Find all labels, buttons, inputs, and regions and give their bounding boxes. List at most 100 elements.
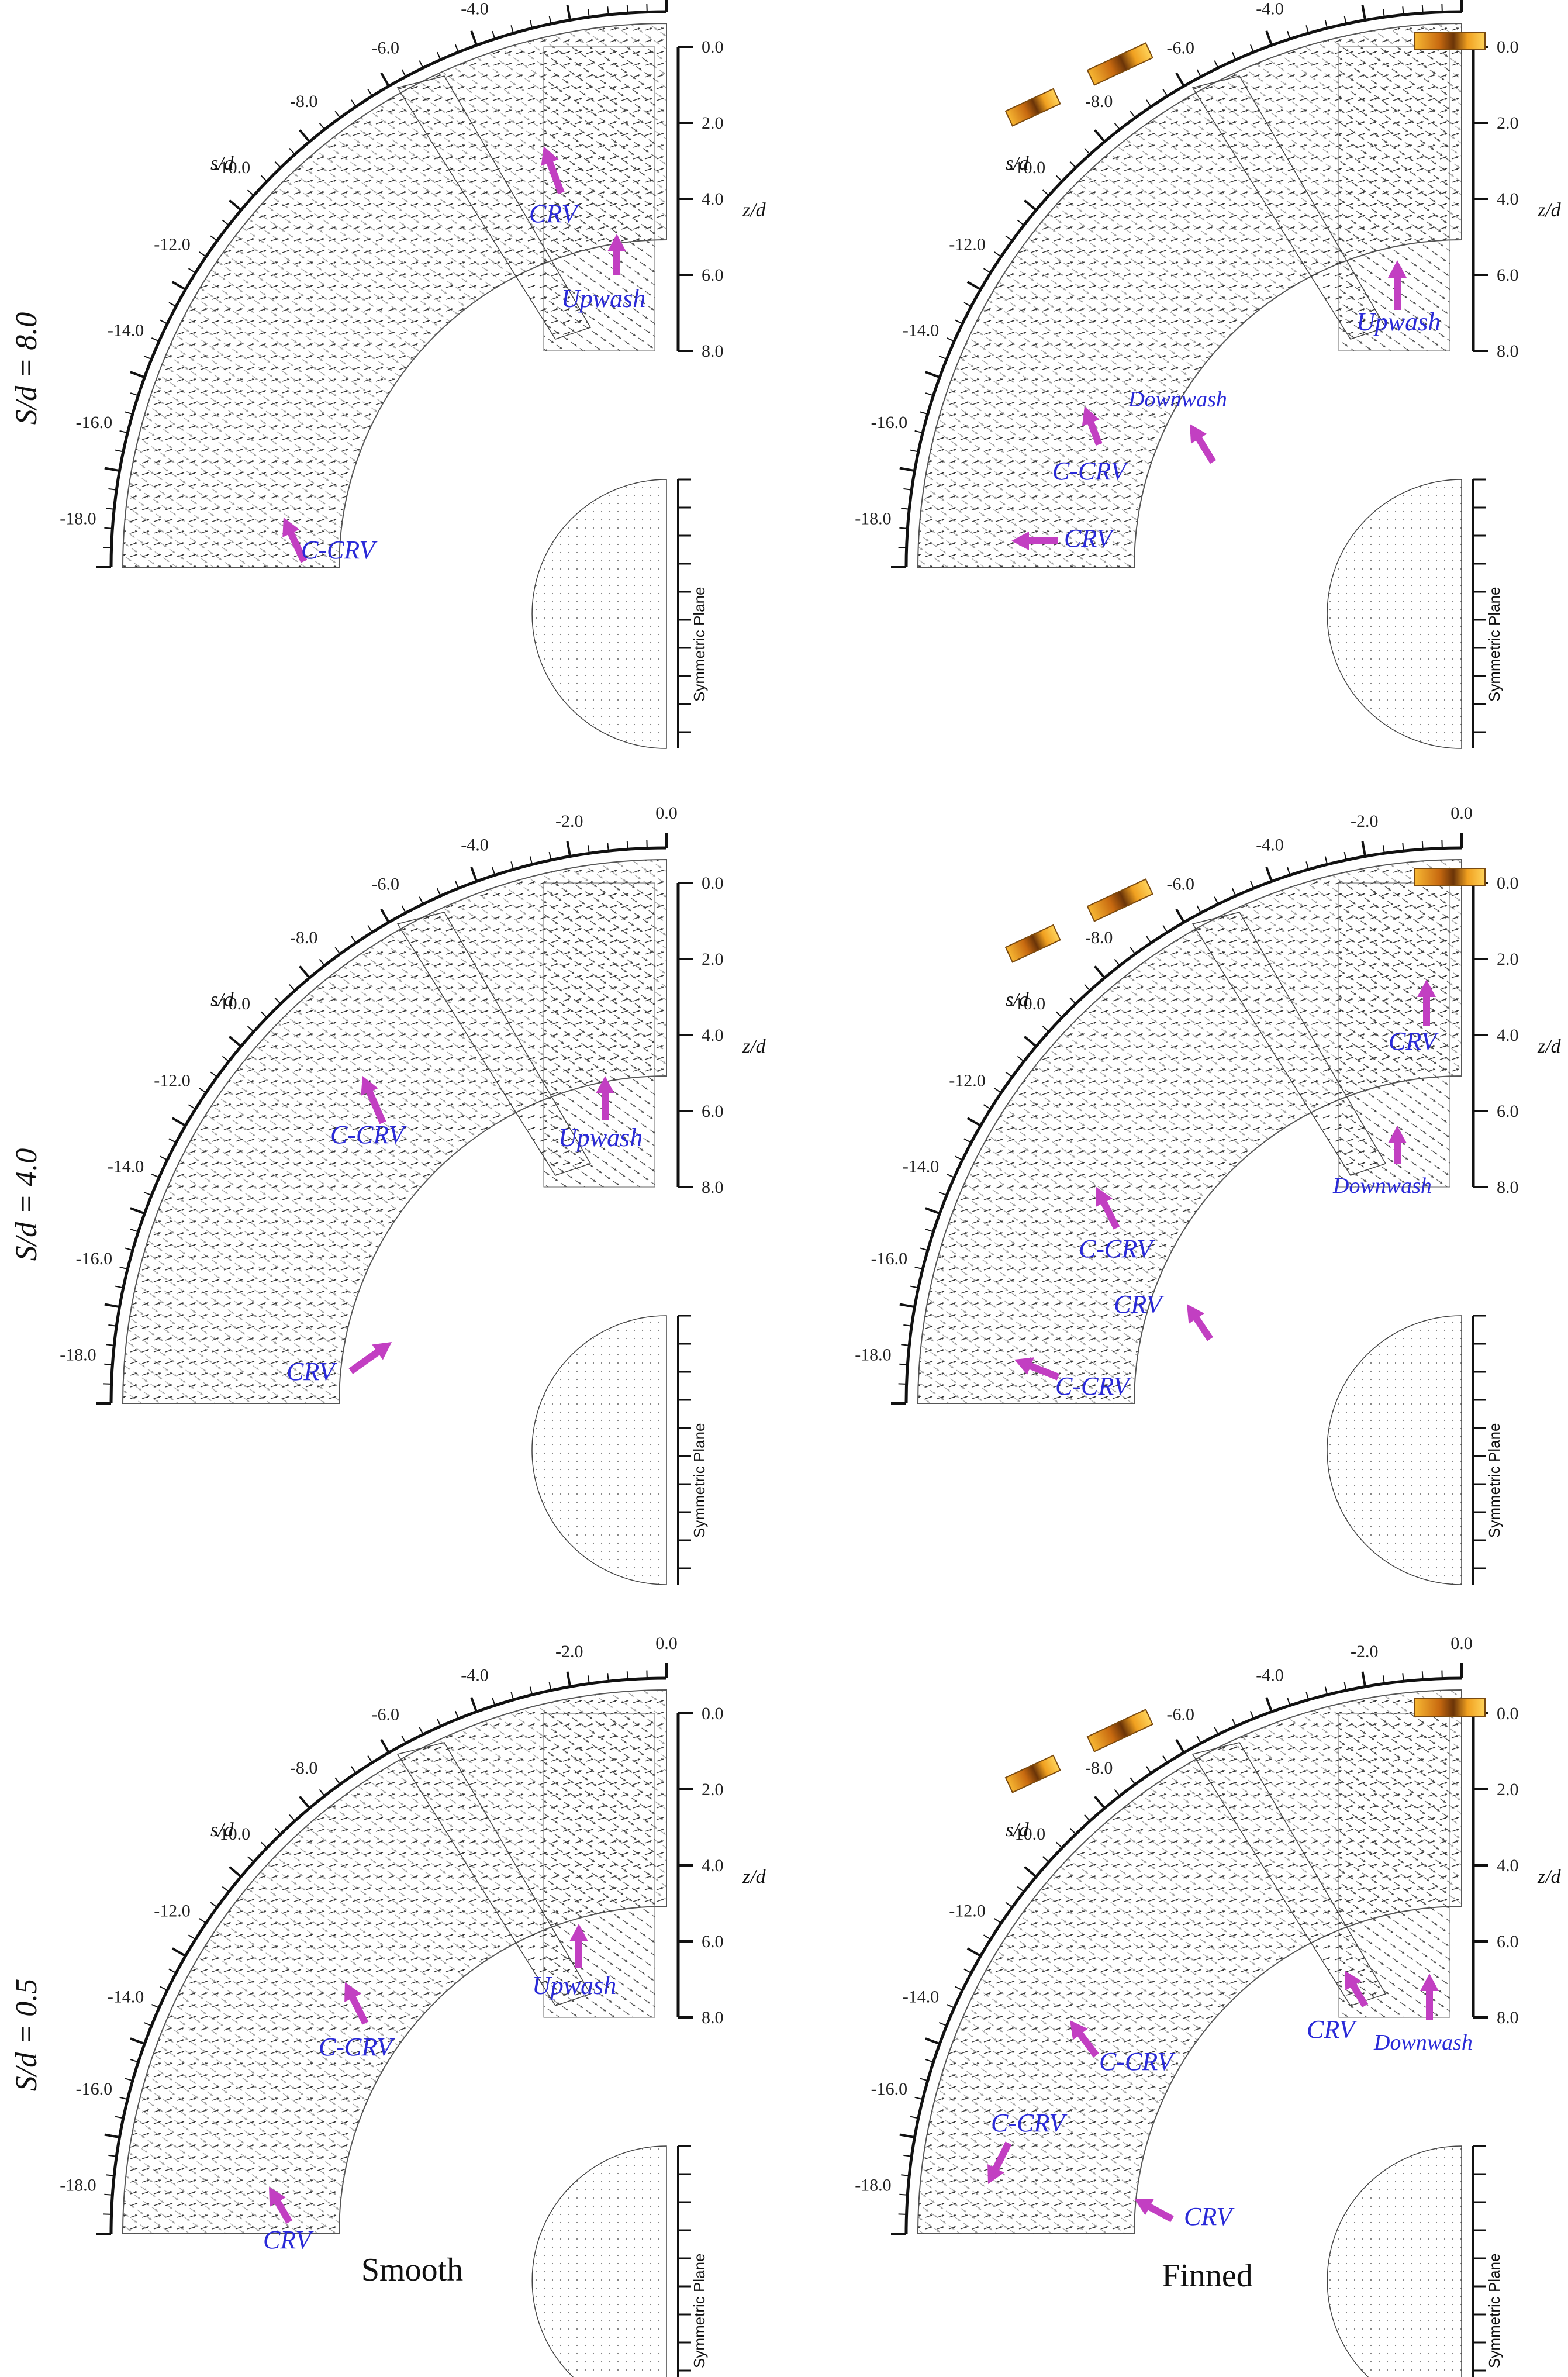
s-axis-tick [1042, 1856, 1049, 1863]
s-axis-tick [899, 1363, 908, 1365]
s-axis-label: s/d [1006, 153, 1030, 174]
s-tick-label: -2.0 [555, 1642, 583, 1661]
z-tick-label: 8.0 [1497, 1178, 1519, 1197]
s-tick-label: -10.0 [214, 158, 251, 177]
s-axis-tick [955, 1155, 963, 1161]
s-axis-tick [566, 1671, 572, 1687]
s-tick-label: -4.0 [461, 1666, 489, 1685]
s-axis-tick [1042, 189, 1049, 196]
s-axis-tick [946, 1173, 955, 1178]
s-axis-tick [1249, 1710, 1255, 1719]
z-tick-label: 6.0 [702, 265, 724, 285]
s-axis-tick [171, 1947, 186, 1957]
s-axis-tick [210, 1071, 218, 1078]
s-axis-tick [260, 175, 268, 182]
s-axis-tick [1175, 908, 1185, 923]
s-axis-tick [104, 1363, 113, 1365]
symmetric-plane-label: Symmetric Plane [1486, 2254, 1503, 2369]
s-axis-tick [963, 1138, 972, 1143]
s-axis-tick [1094, 1796, 1106, 1809]
s-axis-tick [299, 965, 310, 979]
s-axis-tick [171, 281, 186, 291]
s-axis-tick [1421, 5, 1424, 13]
jet-vector-band [1191, 75, 1387, 340]
s-axis-tick [229, 1036, 242, 1047]
finned-panel-row-1: 0.0-2.0-4.0-6.0-8.0-10.0-12.0-14.0-16.0-… [855, 0, 1562, 749]
velocity-vector-overlay [918, 23, 1462, 567]
s-axis-tick [910, 449, 918, 453]
annotation-label: C-CRV [991, 2109, 1068, 2137]
s-axis-tick [1324, 1686, 1328, 1695]
s-tick-label: -6.0 [372, 1705, 400, 1724]
s-axis-tick [1382, 9, 1385, 18]
s-axis-tick [289, 1814, 296, 1821]
s-tick-label: -18.0 [60, 2176, 96, 2195]
velocity-vector-overlay [918, 1690, 1462, 2234]
z-tick-label: 0.0 [702, 1704, 724, 1723]
s-axis-tick [470, 1697, 478, 1712]
z-tick-label: 6.0 [1497, 1102, 1519, 1121]
s-axis-tick [289, 984, 296, 991]
s-axis-tick [1069, 997, 1076, 1005]
s-axis-tick [1287, 30, 1291, 39]
s-axis-tick [946, 337, 955, 342]
s-axis-tick [274, 1827, 281, 1835]
s-axis-tick [901, 508, 910, 510]
s-axis-tick [125, 1247, 133, 1251]
fin-marker [1414, 1698, 1486, 1717]
fin-marker [1414, 868, 1486, 886]
s-axis-tick [1146, 99, 1152, 107]
z-tick-label: 0.0 [1497, 37, 1519, 57]
s-axis-tick [492, 1697, 496, 1706]
s-axis-tick [334, 111, 341, 119]
s-axis-tick [401, 905, 406, 913]
s-axis-tick [566, 841, 572, 857]
s-tick-label: -4.0 [1256, 1666, 1284, 1685]
s-axis-tick [1055, 1841, 1063, 1848]
annotation-label: CRV [1184, 2202, 1235, 2231]
s-axis-tick [419, 1727, 424, 1735]
annotation-label: CRV [1114, 1290, 1165, 1319]
annotation-arrow [1134, 2199, 1174, 2223]
s-axis-label: s/d [1006, 989, 1030, 1010]
s-axis-tick [199, 1918, 206, 1924]
annotation-label: Downwash [1128, 387, 1227, 412]
s-tick-label: -18.0 [60, 509, 96, 529]
z-tick-label: 6.0 [1497, 1932, 1519, 1951]
s-axis-tick [994, 251, 1001, 257]
column-label-finned: Finned [1162, 2258, 1253, 2294]
symmetric-plane-region [1327, 2145, 1462, 2377]
annotation-arrow [1014, 1357, 1060, 1381]
annotation-arrow [1417, 979, 1436, 1026]
z-tick-label: 2.0 [702, 950, 724, 969]
s-axis-tick [1196, 69, 1201, 77]
s-tick-label: -8.0 [290, 928, 318, 947]
annotation-arrow [541, 146, 565, 195]
s-tick-label: -14.0 [108, 1157, 144, 1176]
s-axis-tick [510, 25, 514, 34]
z-tick-label: 6.0 [1497, 265, 1519, 285]
s-axis-tick [1024, 1036, 1037, 1047]
fin-marker [1414, 32, 1486, 50]
s-axis-tick [319, 122, 325, 130]
s-axis-tick [160, 1986, 168, 1991]
s-tick-label: -4.0 [1256, 0, 1284, 19]
s-axis-tick [1214, 1727, 1219, 1735]
s-axis-tick [901, 1344, 910, 1346]
s-axis-tick [1287, 867, 1291, 875]
z-tick-label: 2.0 [702, 113, 724, 133]
s-axis-tick [1130, 111, 1136, 119]
s-tick-label: 0.0 [655, 803, 678, 823]
symmetric-plane-label: Symmetric Plane [690, 2254, 708, 2369]
s-axis-tick [119, 2096, 128, 2100]
s-axis-tick [607, 843, 609, 851]
s-axis-tick [470, 867, 478, 882]
s-axis-tick [1382, 1675, 1385, 1684]
s-axis-tick [188, 1104, 196, 1110]
column-label-smooth: Smooth [361, 2252, 463, 2288]
s-axis-tick [1162, 924, 1168, 933]
z-tick-label: 2.0 [1497, 113, 1519, 133]
s-tick-label: -12.0 [949, 1071, 986, 1091]
z-tick-label: 8.0 [702, 2008, 724, 2027]
